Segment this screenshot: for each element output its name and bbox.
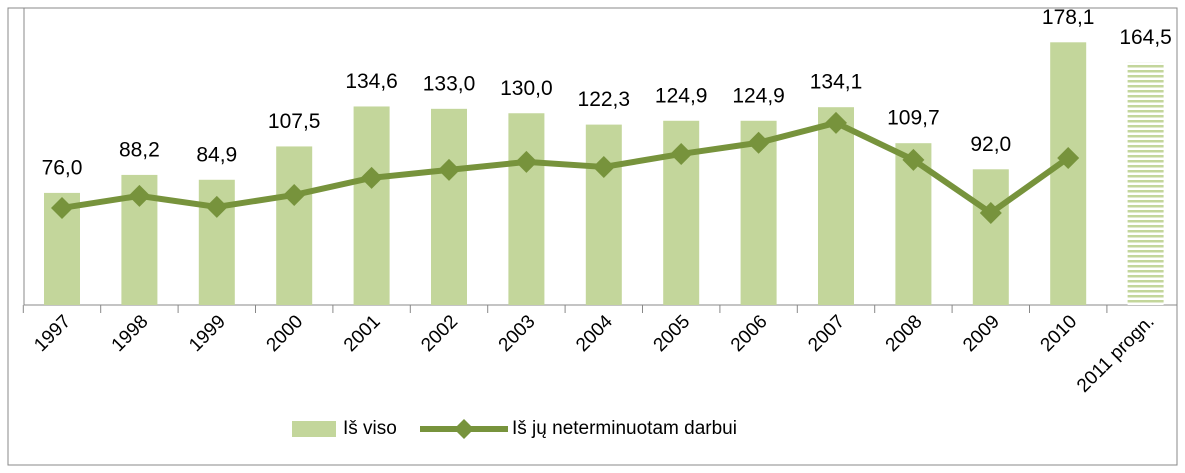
marker	[747, 131, 770, 154]
legend-marker	[454, 419, 474, 439]
value-label: 84,9	[196, 143, 237, 166]
bar	[431, 108, 467, 305]
bar	[276, 146, 313, 305]
bar	[353, 106, 390, 305]
marker	[205, 195, 228, 218]
bar	[585, 124, 622, 305]
marker	[1057, 146, 1080, 169]
value-label: 124,9	[655, 84, 708, 107]
value-label: 134,6	[345, 70, 398, 93]
bar	[818, 107, 854, 305]
marker	[51, 196, 73, 219]
value-label: 76,0	[42, 156, 83, 179]
marker	[979, 201, 1002, 224]
bar	[1127, 62, 1164, 305]
value-label: 122,3	[578, 88, 631, 111]
legend-label: Iš viso	[343, 418, 397, 439]
bar	[1050, 42, 1087, 306]
marker	[825, 111, 847, 134]
value-label: 109,7	[887, 107, 940, 130]
bar	[508, 113, 545, 305]
marker	[438, 158, 460, 181]
line	[61, 119, 1070, 216]
value-label: 134,1	[810, 71, 863, 94]
value-label: 133,0	[423, 72, 476, 95]
marker	[283, 183, 306, 206]
marker	[128, 184, 151, 207]
value-label: 178,1	[1042, 6, 1095, 29]
value-label: 92,0	[970, 133, 1011, 156]
legend-label: Iš jų neterminuotam darbui	[512, 418, 737, 439]
marker	[592, 155, 615, 178]
value-label: 130,0	[500, 77, 553, 100]
legend-swatch	[292, 421, 336, 437]
marker	[360, 166, 383, 189]
value-label: 88,2	[119, 138, 160, 161]
marker	[670, 142, 693, 165]
bar	[972, 169, 1009, 305]
value-label: 164,5	[1119, 26, 1172, 49]
marker	[515, 150, 538, 173]
value-label: 124,9	[732, 84, 785, 107]
marker	[902, 148, 925, 171]
value-label: 107,5	[268, 110, 321, 133]
